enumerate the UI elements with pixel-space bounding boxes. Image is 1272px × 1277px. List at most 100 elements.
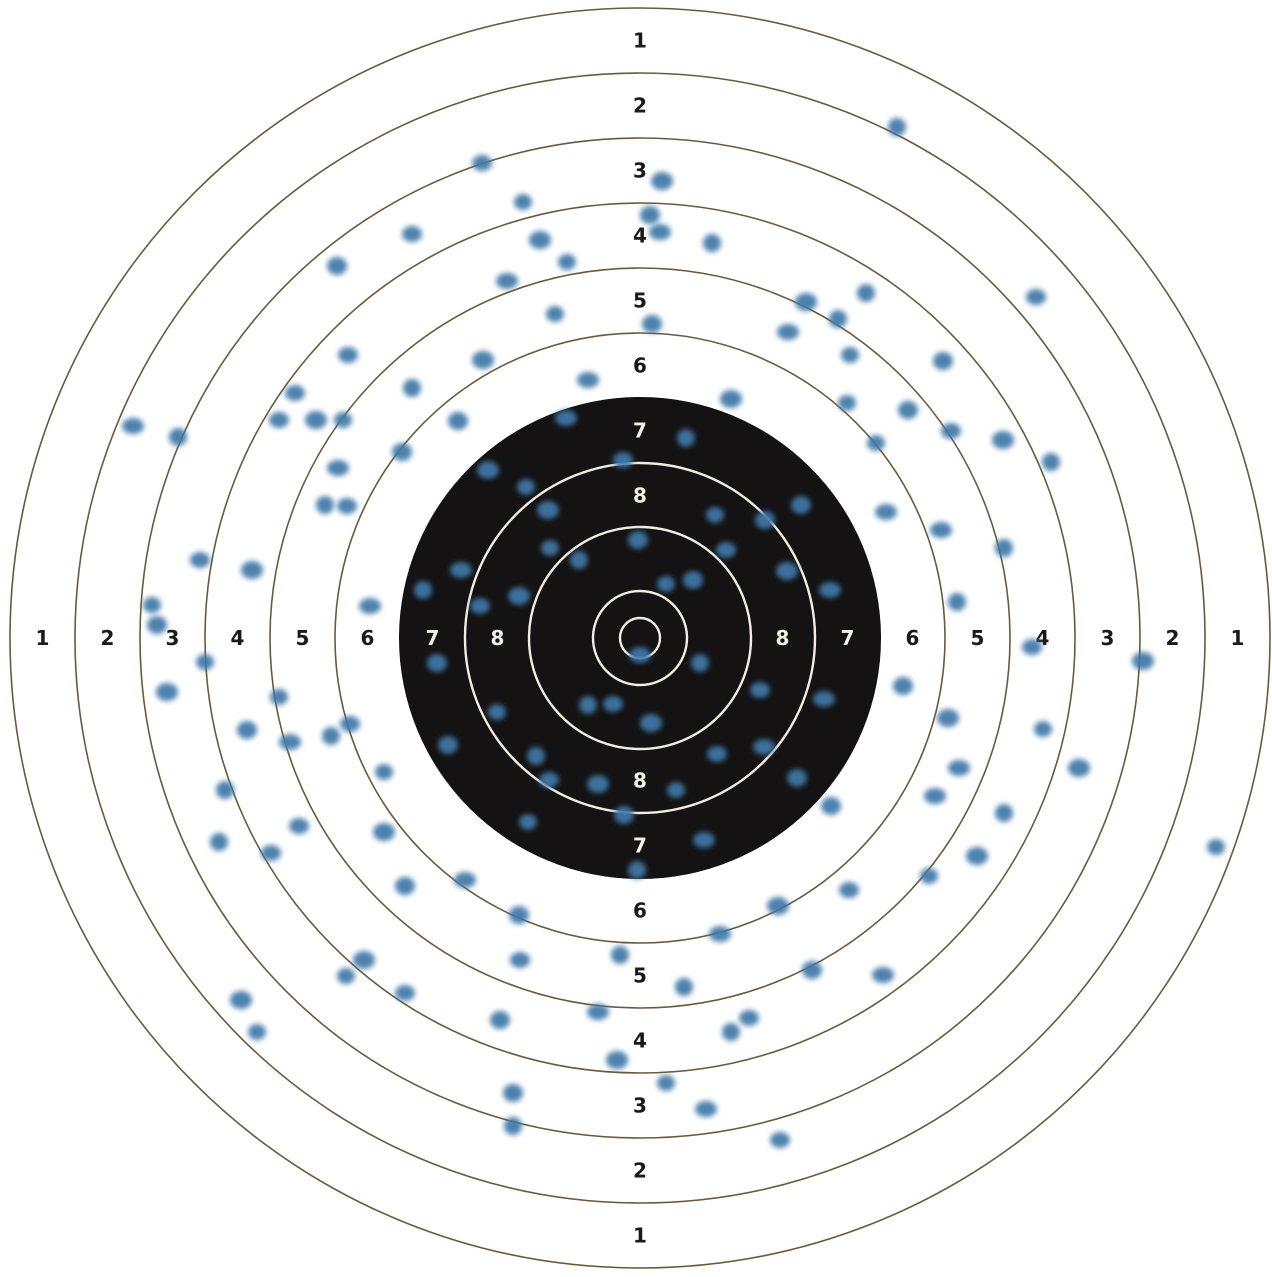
inner-ring-line-1 (463, 461, 817, 815)
ring-label-7: 7 (633, 419, 647, 443)
bullet-hit (603, 696, 623, 712)
bullet-hit (541, 540, 559, 556)
bullet-hit (1068, 759, 1090, 777)
bullet-hit (156, 683, 178, 701)
bullet-hit (248, 1024, 266, 1040)
bullet-hit (777, 324, 799, 340)
bullet-hit (577, 372, 599, 388)
ring-label-6: 6 (633, 899, 647, 923)
bullet-hit (941, 423, 961, 439)
bullet-hit (496, 273, 518, 289)
bullet-hit (838, 395, 856, 411)
ring-label-3: 3 (166, 626, 180, 650)
bullet-hit (514, 194, 532, 210)
bullet-hit (875, 504, 897, 520)
bullet-hit (448, 412, 468, 430)
bullet-hit (924, 788, 946, 804)
bullet-hit (628, 531, 648, 549)
bullet-hit (477, 461, 499, 479)
bullet-hit (508, 587, 530, 605)
bullet-hit (640, 206, 660, 224)
bullet-hit (920, 868, 938, 884)
ring-label-8: 8 (776, 626, 790, 650)
bullet-hits (122, 118, 1225, 1148)
bullet-hit (1022, 639, 1042, 655)
ring-label-5: 5 (633, 964, 647, 988)
bullet-hit (334, 412, 352, 428)
bullet-hit (237, 721, 257, 739)
bullet-hit (270, 689, 288, 705)
bullet-hit (867, 435, 885, 451)
ring-label-2: 2 (633, 94, 647, 118)
bullet-hit (509, 906, 529, 924)
bullet-hit (472, 351, 494, 369)
ring-label-7: 7 (841, 626, 855, 650)
bullet-hit (819, 582, 841, 598)
bullet-hit (691, 654, 709, 672)
ring-label-3: 3 (1101, 626, 1115, 650)
bullet-hit (802, 961, 822, 979)
bullet-hit (196, 654, 214, 670)
ring-label-5: 5 (296, 626, 310, 650)
bullet-hit (539, 772, 559, 788)
bullet-hit (454, 872, 476, 888)
bullet-hit (776, 562, 798, 580)
ring-label-7: 7 (426, 626, 440, 650)
bullet-hit (122, 418, 144, 434)
bullet-hit (337, 498, 357, 514)
scoring-rings (9, 7, 1271, 1269)
bullet-hit (340, 716, 360, 732)
bullet-hit (1034, 721, 1052, 737)
bullet-hit (614, 806, 634, 824)
bullseye-disc (399, 397, 881, 879)
bullet-hit (839, 882, 859, 898)
ring-line-3 (139, 137, 1141, 1139)
bullet-hit (888, 118, 906, 136)
ring-label-5: 5 (633, 289, 647, 313)
ring-label-1: 1 (36, 626, 50, 650)
ring-label-3: 3 (633, 159, 647, 183)
ring-label-2: 2 (101, 626, 115, 650)
bullet-hit (966, 847, 988, 865)
bullet-hit (795, 293, 817, 311)
inner-ring-line-3 (591, 589, 689, 687)
ring-label-5: 5 (971, 626, 985, 650)
bullet-hit (289, 818, 309, 834)
ring-label-1: 1 (633, 1224, 647, 1248)
bullet-hit (488, 704, 506, 720)
bullet-hit (813, 691, 835, 707)
bullet-hit (427, 654, 447, 672)
bullet-hit (470, 598, 490, 614)
inner-ring-line-2 (527, 525, 753, 751)
bullet-hit (305, 411, 327, 429)
bullet-hit (519, 814, 537, 830)
bullet-hit (720, 390, 742, 408)
ring-label-8: 8 (633, 769, 647, 793)
bullet-hit (703, 234, 721, 252)
bullet-hit (353, 951, 375, 969)
bullet-hit (821, 797, 841, 815)
bullet-hit (529, 231, 551, 249)
bullet-hit (438, 736, 458, 754)
bullet-hit (995, 539, 1013, 557)
bullet-hit (649, 224, 671, 240)
bullet-hit (755, 511, 775, 529)
ring-line-2 (74, 72, 1206, 1204)
ring-label-6: 6 (633, 354, 647, 378)
bullet-hit (693, 832, 715, 848)
bullet-hit (707, 746, 727, 762)
bullet-hit (190, 552, 210, 568)
bullet-hit (279, 734, 301, 750)
bullet-hit (216, 781, 234, 799)
bullet-hit (791, 496, 811, 514)
bullet-hit (392, 443, 412, 461)
bullet-hit (1132, 652, 1154, 670)
ring-label-1: 1 (1231, 626, 1245, 650)
bullet-hit (510, 952, 530, 968)
bullet-hit (872, 967, 894, 983)
bullet-hit (579, 696, 597, 714)
bullet-hit (230, 991, 252, 1009)
ring-line-5 (269, 267, 1011, 1009)
ring-label-2: 2 (1166, 626, 1180, 650)
